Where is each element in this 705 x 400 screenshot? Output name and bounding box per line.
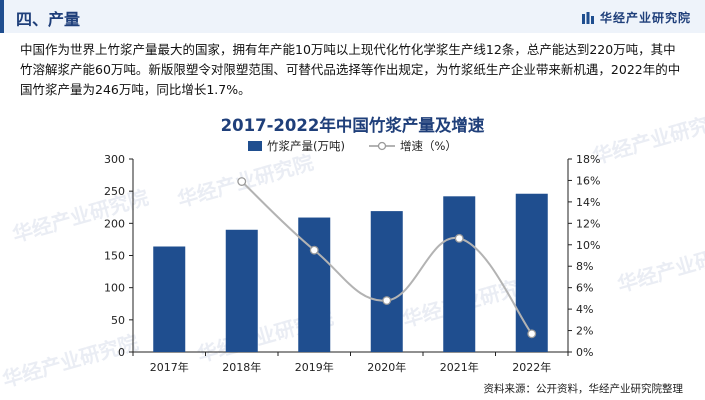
y-right-tick-label: 10% bbox=[576, 239, 600, 252]
x-tick-label: 2017年 bbox=[150, 360, 189, 374]
y-right-tick-label: 8% bbox=[576, 260, 593, 273]
chart-title: 2017-2022年中国竹浆产量及增速 bbox=[220, 116, 485, 135]
y-left-tick-label: 200 bbox=[104, 217, 125, 230]
y-right-tick-label: 16% bbox=[576, 174, 600, 187]
legend-label-bar: 竹浆产量(万吨) bbox=[267, 139, 345, 153]
y-right-tick-label: 4% bbox=[576, 303, 593, 316]
legend-swatch-point bbox=[377, 141, 387, 151]
growth-rate-point bbox=[454, 233, 464, 243]
brand-logo-icon bbox=[581, 11, 594, 24]
y-left-tick-label: 250 bbox=[104, 185, 125, 198]
y-right-tick-label: 14% bbox=[576, 196, 600, 209]
bar bbox=[443, 196, 476, 352]
bar bbox=[153, 246, 186, 352]
x-tick-label: 2022年 bbox=[512, 360, 551, 374]
growth-rate-point bbox=[382, 296, 392, 305]
header-accent-bar bbox=[0, 0, 4, 33]
y-left-tick-label: 100 bbox=[104, 282, 125, 295]
x-tick-label: 2018年 bbox=[222, 360, 261, 374]
intro-paragraph: 中国作为世界上竹浆产量最大的国家，拥有年产能10万吨以上现代化竹化学浆生产线12… bbox=[20, 42, 681, 97]
y-right-tick-label: 18% bbox=[576, 153, 600, 166]
y-left-tick-label: 300 bbox=[104, 153, 125, 166]
legend-swatch-bar bbox=[248, 141, 262, 151]
y-right-tick-label: 0% bbox=[576, 346, 593, 359]
growth-rate-point bbox=[309, 245, 319, 255]
y-left-tick-label: 150 bbox=[104, 250, 125, 263]
bar bbox=[298, 217, 331, 352]
brand: 华经产业研究院 bbox=[581, 9, 691, 26]
section-header: 四、产量 华经产业研究院 bbox=[0, 0, 705, 33]
bar bbox=[515, 193, 548, 352]
y-left-tick-label: 50 bbox=[111, 314, 125, 327]
bar bbox=[370, 211, 403, 352]
x-tick-label: 2019年 bbox=[295, 360, 334, 374]
source-note: 资料来源：公开资料，华经产业研究院整理 bbox=[483, 383, 684, 395]
y-right-tick-label: 12% bbox=[576, 217, 600, 230]
brand-name: 华经产业研究院 bbox=[599, 11, 691, 25]
x-tick-label: 2021年 bbox=[440, 360, 479, 374]
growth-rate-point bbox=[237, 177, 247, 186]
growth-rate-point bbox=[527, 329, 537, 339]
section-title: 四、产量 bbox=[16, 10, 81, 29]
legend-label-line: 增速（%） bbox=[400, 139, 457, 153]
bar bbox=[225, 229, 258, 352]
y-left-tick-label: 0 bbox=[118, 346, 125, 359]
x-tick-label: 2020年 bbox=[367, 360, 406, 374]
y-right-tick-label: 2% bbox=[576, 325, 593, 338]
y-right-tick-label: 6% bbox=[576, 282, 593, 295]
